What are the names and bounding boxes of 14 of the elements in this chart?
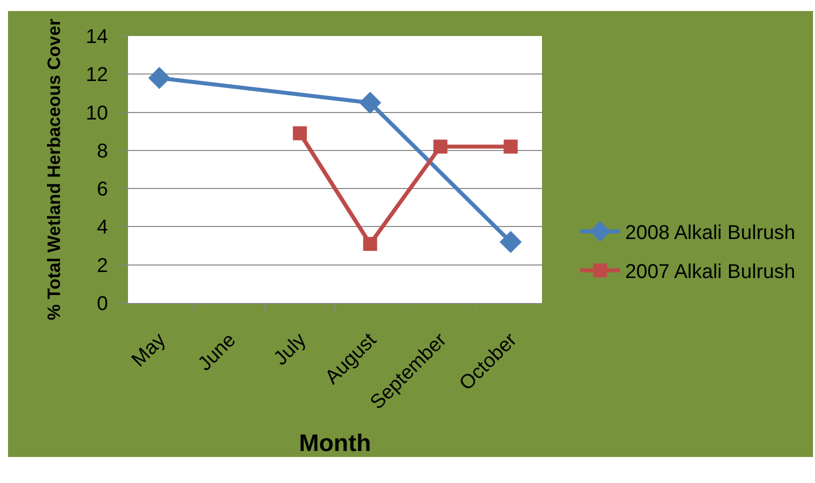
y-tick-label: 14 <box>86 26 108 48</box>
legend-label: 2007 Alkali Bulrush <box>625 261 796 284</box>
y-tick-label: 10 <box>86 102 108 124</box>
y-tick-label: 6 <box>96 178 108 201</box>
y-axis-title: % Total Wetland Herbaceous Cover <box>44 18 64 320</box>
y-tick-label: 12 <box>86 64 108 86</box>
legend-label: 2008 Alkali Bulrush <box>625 222 796 244</box>
x-tick-label: May <box>128 329 170 372</box>
x-axis-title: Month <box>299 430 371 457</box>
y-tick-label: 4 <box>96 216 108 239</box>
y-tick-label: 0 <box>96 293 108 315</box>
y-tick-label: 8 <box>96 140 108 162</box>
y-tick-label: 2 <box>96 254 108 277</box>
x-tick-label: July <box>270 329 310 370</box>
